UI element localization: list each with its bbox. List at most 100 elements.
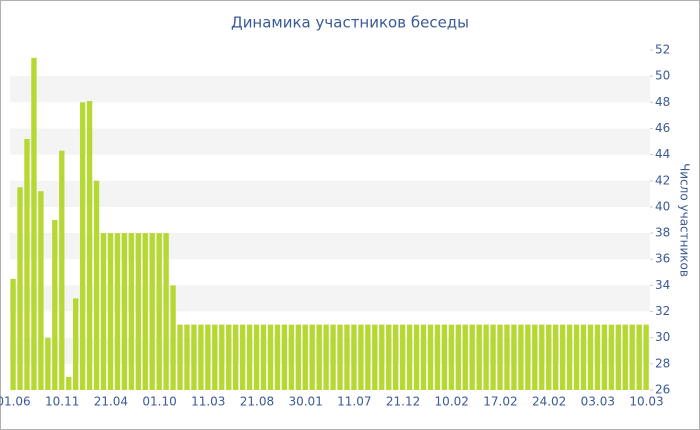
x-tick-label: 24.02 — [532, 395, 566, 409]
y-tick-label: 28 — [655, 356, 670, 370]
bar — [399, 324, 406, 390]
y-tick-label: 52 — [655, 43, 670, 57]
bar — [525, 324, 531, 390]
bar — [66, 376, 72, 390]
x-tick-label: 11.03 — [191, 395, 225, 409]
bar — [281, 324, 288, 390]
bar — [636, 324, 642, 390]
bar — [622, 324, 628, 390]
bar — [448, 324, 455, 390]
bar — [295, 324, 301, 390]
bar — [386, 324, 392, 390]
bar — [476, 324, 482, 390]
bar — [142, 233, 148, 390]
y-axis-title: Число участников — [678, 163, 692, 277]
bar — [462, 324, 468, 390]
bar — [246, 324, 253, 390]
y-tick-label: 48 — [655, 95, 670, 109]
bar — [330, 324, 336, 390]
bar — [580, 324, 587, 390]
bar — [253, 324, 260, 390]
bar — [490, 324, 496, 390]
bar — [420, 324, 427, 390]
grid-band — [10, 76, 650, 103]
bar — [135, 233, 141, 390]
bar — [427, 324, 434, 390]
bar — [170, 285, 176, 390]
bar — [107, 233, 114, 390]
x-tick-label: 21.12 — [386, 395, 420, 409]
bar — [413, 324, 420, 390]
bar — [566, 324, 573, 390]
bar — [177, 324, 183, 390]
bar — [260, 324, 267, 390]
bar — [233, 324, 239, 390]
bar — [587, 324, 594, 390]
bar — [615, 324, 621, 390]
bar — [52, 220, 58, 390]
bar — [114, 233, 121, 390]
bar — [86, 101, 93, 390]
bar — [469, 324, 475, 390]
y-tick-label: 36 — [655, 252, 670, 266]
bar — [553, 324, 559, 390]
bar — [219, 324, 225, 390]
bar — [93, 180, 100, 390]
bar — [149, 233, 155, 390]
bar — [156, 233, 162, 390]
bar — [483, 324, 489, 390]
bar — [239, 324, 246, 390]
bar — [212, 324, 218, 390]
bar — [434, 324, 441, 390]
bar — [559, 324, 566, 390]
bar — [17, 187, 23, 390]
bar — [532, 324, 538, 390]
y-tick-label: 32 — [655, 304, 670, 318]
y-tick-label: 38 — [655, 226, 670, 240]
bar — [198, 324, 204, 390]
bar — [73, 298, 79, 390]
x-tick-label: 10.11 — [45, 395, 79, 409]
bar — [267, 324, 274, 390]
bar — [372, 324, 378, 390]
bar — [31, 57, 37, 390]
bar — [511, 324, 517, 390]
y-tick-label: 30 — [655, 330, 670, 344]
bar — [337, 324, 343, 390]
y-tick-label: 42 — [655, 173, 670, 187]
x-tick-label: 17.02 — [483, 395, 517, 409]
x-tick-label: 10.02 — [435, 395, 469, 409]
bar — [59, 150, 65, 390]
bar — [302, 324, 308, 390]
bar — [274, 324, 281, 390]
y-tick-label: 50 — [655, 69, 670, 83]
bar — [441, 324, 448, 390]
bar — [316, 324, 322, 390]
y-tick-label: 44 — [655, 147, 670, 161]
grid-band — [10, 128, 650, 155]
bar — [608, 324, 615, 390]
bar — [121, 233, 128, 390]
bar — [24, 138, 30, 390]
chart-title: Динамика участников беседы — [231, 14, 469, 32]
bar — [45, 337, 51, 390]
bar — [406, 324, 413, 390]
bar — [10, 278, 16, 390]
bar — [344, 324, 350, 390]
x-tick-label: 30.01 — [288, 395, 322, 409]
bar — [79, 102, 86, 391]
y-tick-label: 40 — [655, 199, 670, 213]
bar — [497, 324, 503, 390]
x-tick-label: 03.03 — [581, 395, 615, 409]
bar — [358, 324, 364, 390]
bar — [573, 324, 580, 390]
bar — [546, 324, 552, 390]
bar — [226, 324, 232, 390]
bar — [455, 324, 461, 390]
x-tick-label: 21.04 — [94, 395, 128, 409]
bar — [379, 324, 385, 390]
y-tick-label: 46 — [655, 121, 670, 135]
bar — [518, 324, 524, 390]
